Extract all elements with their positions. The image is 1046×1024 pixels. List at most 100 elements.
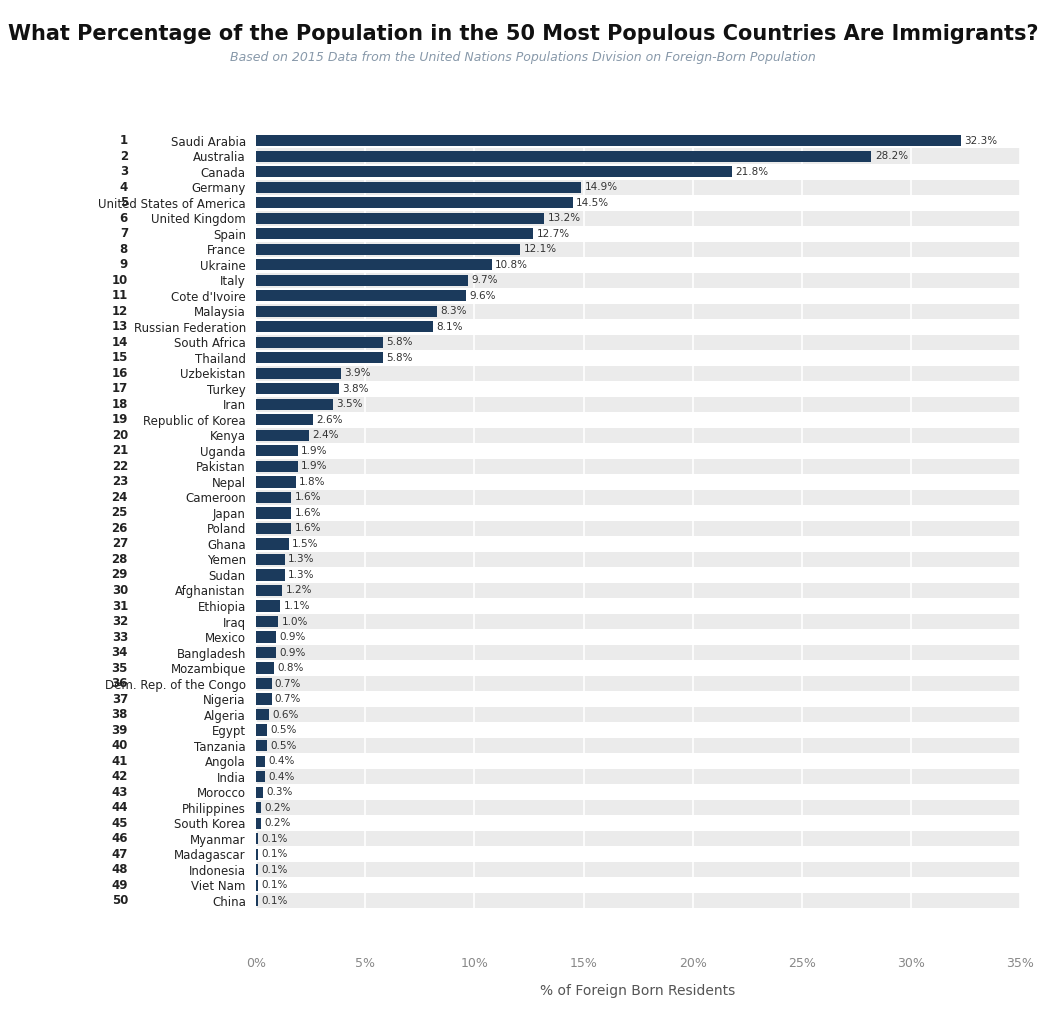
Text: 17: 17 [112,382,128,395]
Bar [256,443,1020,459]
Text: 21.8%: 21.8% [735,167,768,177]
Text: 14.5%: 14.5% [576,198,609,208]
Bar [256,847,1020,862]
Text: 5.8%: 5.8% [386,337,412,347]
Bar [256,352,383,364]
Bar [256,815,1020,830]
Text: 1.1%: 1.1% [283,601,310,611]
Text: 34: 34 [112,646,128,659]
Bar [256,303,1020,319]
Bar [256,337,383,348]
Bar [256,784,1020,800]
Text: 0.9%: 0.9% [279,647,305,657]
Text: 39: 39 [112,724,128,736]
Bar [256,630,1020,645]
Text: 16: 16 [112,367,128,380]
Text: 23: 23 [112,475,128,488]
Bar [256,244,520,255]
Bar [256,319,1020,335]
Text: 1.9%: 1.9% [301,445,327,456]
Bar [256,676,1020,691]
Text: 8.3%: 8.3% [440,306,468,316]
Text: 36: 36 [112,677,128,690]
Bar [256,613,1020,630]
Bar [256,181,582,193]
Text: 0.5%: 0.5% [271,740,297,751]
Bar [256,878,1020,893]
Text: 9.6%: 9.6% [469,291,496,301]
Bar [256,474,1020,489]
Text: 10: 10 [112,273,128,287]
Bar [256,600,280,611]
Text: 0.2%: 0.2% [264,818,291,828]
Text: 2.6%: 2.6% [316,415,343,425]
Text: 12.7%: 12.7% [537,228,570,239]
Text: 42: 42 [112,770,128,783]
Bar [256,211,1020,226]
Text: 37: 37 [112,692,128,706]
Text: 28: 28 [112,553,128,566]
Bar [256,133,1020,148]
Bar [256,691,1020,707]
Text: 0.1%: 0.1% [262,864,288,874]
Bar [256,151,871,162]
Bar [256,707,1020,722]
Text: 0.2%: 0.2% [264,803,291,813]
Bar [256,554,285,565]
Bar [256,415,313,426]
Text: 33: 33 [112,631,128,643]
Bar [256,476,296,487]
Bar [256,678,272,689]
Bar [256,350,1020,366]
Text: 14.9%: 14.9% [585,182,618,193]
Text: 0.1%: 0.1% [262,896,288,905]
Text: 26: 26 [112,522,128,535]
Bar [256,539,289,550]
Bar [256,632,276,643]
Text: 13: 13 [112,321,128,334]
Text: 1.9%: 1.9% [301,462,327,471]
Text: 38: 38 [112,708,128,721]
Text: 1.2%: 1.2% [286,586,312,596]
Bar [256,489,1020,505]
Text: 0.7%: 0.7% [275,694,301,705]
Text: 1: 1 [120,134,128,147]
Text: 24: 24 [112,490,128,504]
Bar [256,228,533,240]
Text: 9.7%: 9.7% [471,275,498,286]
Bar [256,335,1020,350]
Bar [256,198,572,208]
Bar [256,195,1020,211]
Bar [256,272,1020,288]
Text: 1.6%: 1.6% [295,493,321,503]
Bar [256,725,267,735]
Text: 1.6%: 1.6% [295,523,321,534]
Bar [256,786,263,798]
Bar [256,290,465,301]
Bar [256,428,1020,443]
Bar [256,179,1020,195]
Bar [256,523,291,535]
Bar [256,461,298,472]
Bar [256,164,1020,179]
Bar [256,569,285,581]
Text: 32: 32 [112,615,128,628]
Text: 43: 43 [112,785,128,799]
Text: 1.8%: 1.8% [299,477,325,487]
Bar [256,834,258,844]
Bar [256,242,1020,257]
Text: 0.7%: 0.7% [275,679,301,688]
Text: 3.9%: 3.9% [344,369,371,379]
Text: 0.1%: 0.1% [262,834,288,844]
Bar [256,368,341,379]
Text: 2: 2 [120,150,128,163]
Text: 0.6%: 0.6% [273,710,299,720]
Text: 1.6%: 1.6% [295,508,321,518]
Text: 48: 48 [112,863,128,877]
Text: 0.1%: 0.1% [262,849,288,859]
Text: 22: 22 [112,460,128,473]
Bar [256,552,1020,567]
Bar [256,830,1020,847]
Text: 11: 11 [112,290,128,302]
Bar [256,740,267,752]
